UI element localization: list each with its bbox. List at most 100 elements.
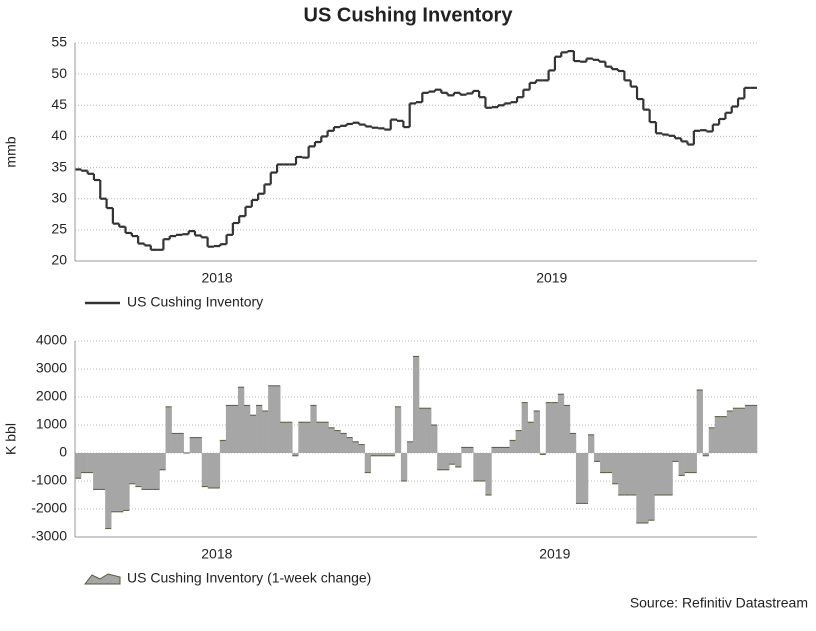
area-step [521, 402, 528, 453]
area-step [316, 422, 323, 453]
area-step [720, 416, 728, 453]
area-step [99, 453, 106, 490]
area-step [702, 453, 710, 456]
y-tick-label: 30 [51, 189, 67, 205]
area-step [497, 447, 504, 453]
area-step [81, 453, 88, 473]
y-tick-label: 2000 [36, 388, 67, 404]
area-step [425, 408, 432, 453]
source: Source: Refinitiv Datastream [630, 595, 808, 611]
y-tick-label: 0 [59, 444, 67, 460]
area-step [539, 453, 547, 455]
area-step [388, 453, 396, 456]
area-step [503, 447, 510, 453]
area-step [201, 453, 209, 487]
area-step [750, 405, 758, 453]
area-step [237, 387, 245, 453]
area-step [690, 453, 697, 473]
area-step [406, 441, 414, 453]
area-step [147, 453, 154, 490]
legend-label: US Cushing Inventory [127, 294, 263, 310]
area-step [581, 453, 589, 504]
area-step [726, 411, 734, 453]
area-step [636, 453, 643, 523]
area-step [219, 440, 227, 453]
area-step [250, 415, 257, 453]
area-step [738, 408, 746, 453]
area-step [412, 356, 420, 453]
area-step [87, 453, 94, 473]
chart-title: US Cushing Inventory [304, 4, 514, 26]
area-step [286, 422, 293, 453]
area-step [672, 453, 679, 462]
y-axis-label: mmb [3, 136, 19, 167]
area-step [304, 422, 311, 453]
area-step [588, 434, 595, 453]
area-step [714, 416, 722, 453]
area-step [75, 453, 82, 479]
area-step [400, 453, 408, 481]
area-step [533, 411, 541, 453]
area-step [352, 441, 359, 453]
area-step [123, 453, 130, 511]
area-step [449, 453, 456, 465]
y-tick-label: 40 [51, 127, 67, 143]
area-step [479, 453, 486, 481]
area-step [292, 453, 299, 456]
x-tick-label: 2019 [536, 270, 567, 286]
area-step [177, 433, 184, 453]
area-step [612, 453, 619, 484]
area-step [298, 422, 305, 453]
area-step [274, 385, 281, 453]
y-tick-label: 55 [51, 34, 67, 50]
area-step [262, 411, 269, 453]
area-step [600, 453, 607, 473]
area-step [618, 453, 625, 495]
y-tick-label: -1000 [31, 472, 67, 488]
area-step [491, 447, 498, 453]
area-step [551, 402, 559, 453]
area-step [485, 453, 492, 495]
area-step [382, 453, 390, 456]
area-step [527, 422, 534, 453]
area-step [660, 453, 667, 495]
area-step [624, 453, 631, 495]
y-tick-label: 45 [51, 96, 67, 112]
area-step [105, 453, 112, 529]
area-step [364, 453, 372, 473]
area-step [455, 453, 462, 467]
area-step [159, 453, 166, 470]
area-step [243, 405, 251, 453]
y-tick-label: 25 [51, 221, 67, 237]
area-step [189, 437, 197, 453]
y-tick-label: 35 [51, 158, 67, 174]
y-tick-label: 50 [51, 65, 67, 81]
area-step [346, 437, 353, 453]
area-step [394, 406, 402, 453]
y-tick-label: 20 [51, 252, 67, 268]
area-step [328, 427, 335, 453]
area-step [370, 453, 378, 456]
area-step [207, 453, 215, 488]
y-tick-label: 4000 [36, 332, 67, 348]
area-step [340, 433, 347, 453]
area-step [141, 453, 148, 490]
area-step [678, 453, 685, 476]
legend-swatch [83, 573, 121, 585]
area-step [642, 453, 649, 523]
area-step [195, 437, 203, 453]
area-step [165, 406, 172, 453]
y-tick-label: 1000 [36, 416, 67, 432]
area-step [696, 390, 703, 453]
area-step [358, 444, 365, 453]
y-tick-label: -2000 [31, 500, 67, 516]
y-tick-label: -3000 [31, 528, 67, 544]
area-step [563, 405, 571, 453]
area-step [268, 385, 275, 453]
area-step [569, 433, 577, 453]
area-step [153, 453, 160, 490]
area-step [594, 453, 601, 462]
area-step [684, 453, 691, 473]
area-step [231, 405, 239, 453]
